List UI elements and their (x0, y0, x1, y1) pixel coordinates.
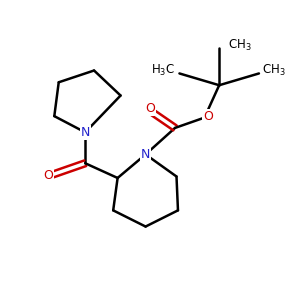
Text: O: O (203, 110, 213, 123)
Text: O: O (145, 102, 155, 115)
Text: N: N (141, 148, 150, 161)
Text: N: N (80, 126, 90, 139)
Text: O: O (43, 169, 53, 182)
Text: CH$_3$: CH$_3$ (228, 38, 252, 53)
Text: CH$_3$: CH$_3$ (262, 63, 286, 78)
Text: H$_3$C: H$_3$C (151, 63, 175, 78)
